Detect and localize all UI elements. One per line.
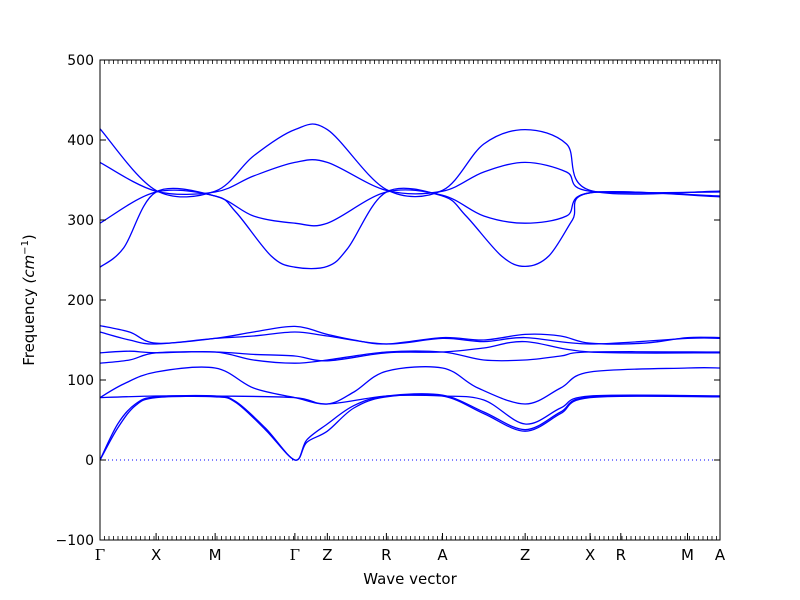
plot-frame — [99, 59, 721, 541]
y-tick-label: 100 — [67, 373, 94, 389]
y-tick-label: 200 — [67, 293, 94, 309]
plot-lines — [99, 123, 721, 461]
band-line-9 — [99, 366, 721, 405]
band-line-6 — [99, 331, 721, 345]
x-tick-label: Γ — [290, 546, 300, 564]
x-tick-label: Γ — [95, 546, 105, 564]
y-tick-label: 400 — [67, 133, 94, 149]
y-axis-label: Frequency (cm−1) — [20, 234, 38, 366]
x-tick-label: M — [681, 546, 694, 564]
band-line-8 — [99, 340, 721, 364]
x-tick-label: Z — [520, 546, 530, 564]
y-tick-label: 300 — [67, 213, 94, 229]
band-line-1 — [99, 123, 721, 198]
y-axis-label-main: Frequency — [20, 284, 38, 366]
y-axis-label-unit: (cm — [20, 255, 38, 284]
y-axis-label-exponent: −1 — [20, 240, 31, 255]
band-line-10 — [99, 394, 721, 425]
x-tick-label: A — [437, 546, 448, 564]
x-tick-label: M — [209, 546, 222, 564]
y-axis-ticks: −100 0 100 200 300 400 500 — [56, 53, 720, 549]
band-line-3 — [99, 189, 721, 227]
y-tick-label: 500 — [67, 53, 94, 69]
x-tick-label: X — [151, 546, 161, 564]
x-tick-label: A — [715, 546, 726, 564]
y-axis-label-close: ) — [20, 234, 38, 240]
x-tick-label: Z — [322, 546, 332, 564]
x-tick-label: R — [616, 546, 626, 564]
x-tick-label: X — [585, 546, 595, 564]
band-line-12 — [99, 393, 721, 461]
x-tick-label: R — [381, 546, 391, 564]
x-axis-label: Wave vector — [363, 570, 457, 588]
band-line-4 — [99, 187, 721, 270]
band-line-11 — [99, 393, 721, 461]
y-tick-label: −100 — [56, 533, 94, 549]
y-tick-label: 0 — [85, 453, 94, 469]
